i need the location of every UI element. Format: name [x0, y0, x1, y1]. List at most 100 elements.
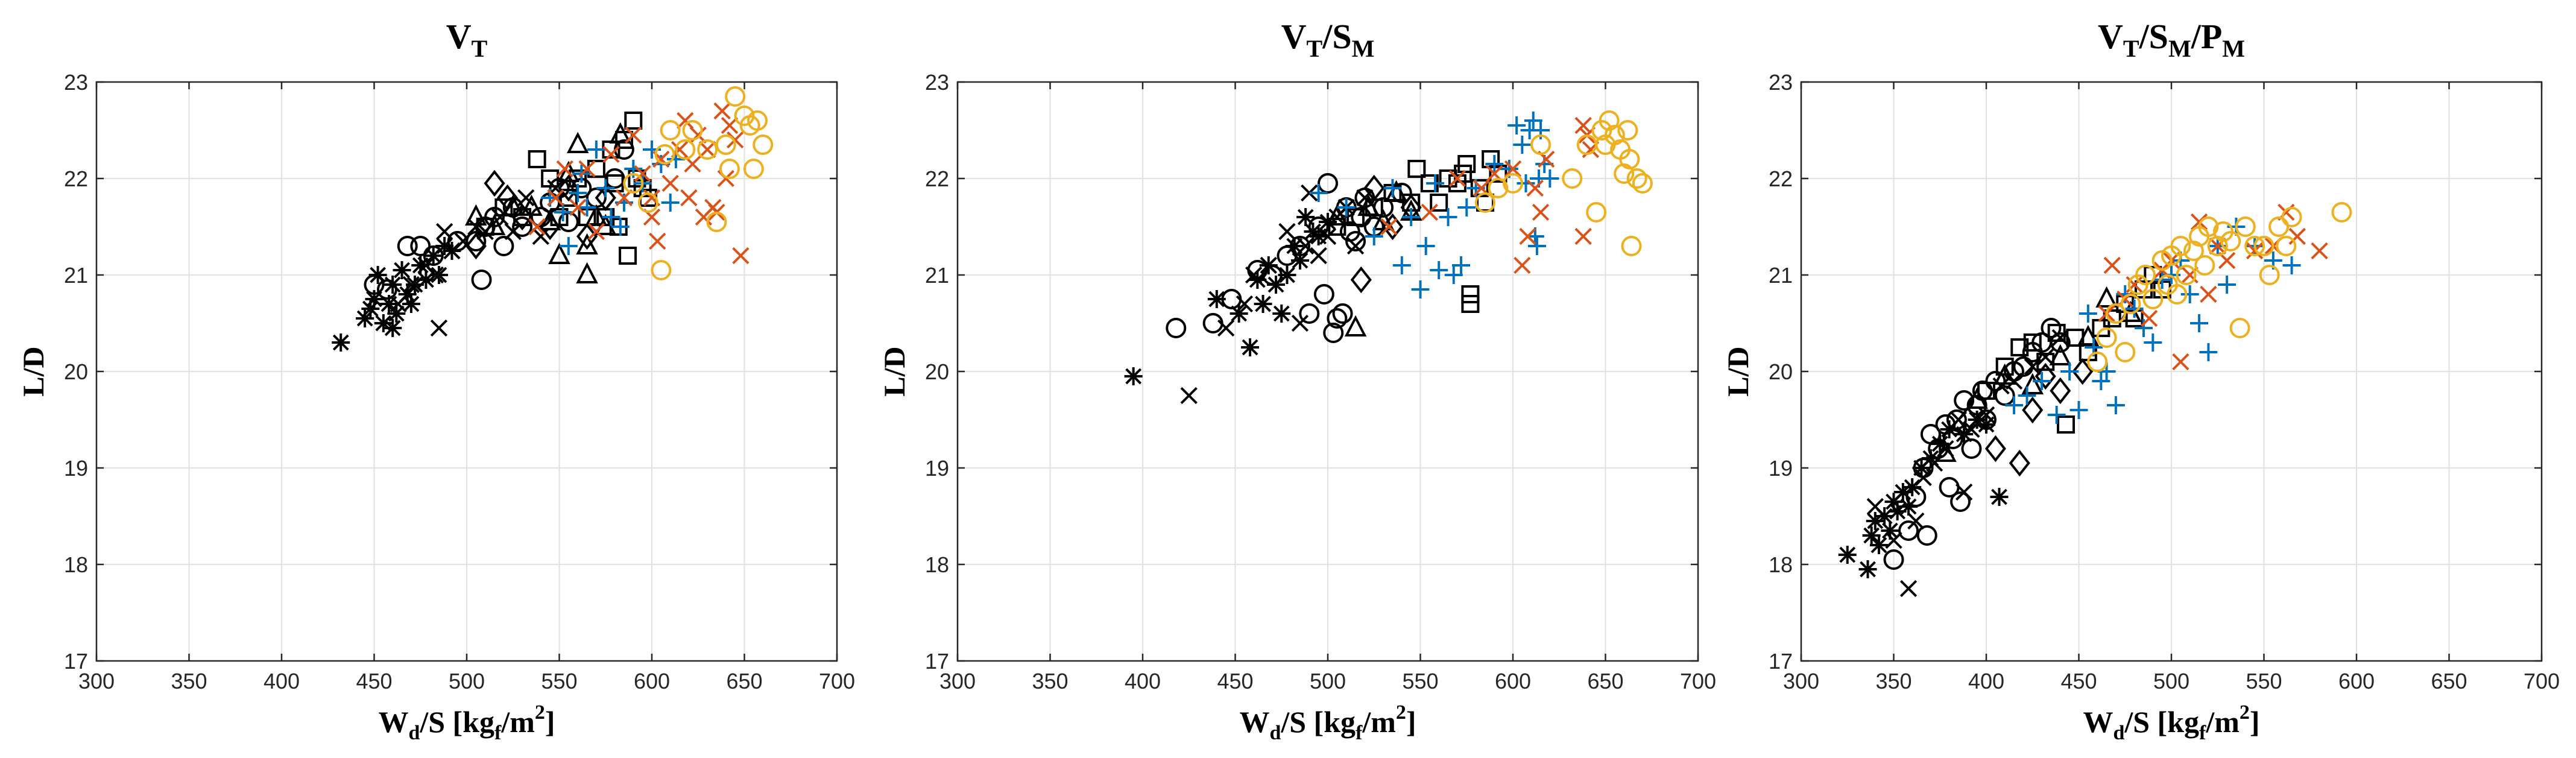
y-tick-label: 17 [64, 649, 88, 674]
data-point-orange-circle [747, 110, 768, 131]
data-point-orange-circle [2167, 284, 2188, 305]
data-point-black-circle [1898, 520, 1919, 541]
y-axis-label: L/D [877, 346, 911, 396]
data-point-blue-plus [1444, 266, 1463, 284]
data-point-black-square [628, 169, 646, 188]
data-point-orange-circle [2281, 207, 2302, 227]
x-tick-label: 700 [2524, 669, 2560, 693]
data-point-orange-circle [1586, 202, 1607, 223]
y-tick-label: 23 [1769, 70, 1793, 95]
data-point-orange-circle [2198, 216, 2219, 237]
data-point-black-x [491, 208, 509, 226]
data-point-black-circle [397, 236, 418, 256]
series-black-square [1328, 150, 1507, 313]
data-point-black-star [380, 295, 399, 313]
data-point-black-star [1272, 305, 1291, 323]
data-point-red-x [1574, 116, 1592, 134]
data-point-red-x [625, 126, 642, 144]
x-tick-label: 350 [1032, 669, 1068, 693]
data-point-black-star [1296, 208, 1315, 226]
data-point-orange-circle [2331, 202, 2352, 223]
data-point-black-star [429, 266, 448, 284]
y-tick-label: 23 [64, 70, 88, 95]
data-point-orange-circle [1617, 120, 1638, 141]
data-point-black-diamond [2022, 396, 2044, 424]
data-point-black-diamond [465, 232, 487, 260]
data-point-orange-circle [1621, 236, 1642, 256]
data-point-black-circle [1994, 385, 2015, 406]
data-point-black-star [406, 276, 425, 294]
data-point-red-x [2288, 227, 2306, 245]
data-point-black-diamond [1363, 174, 1385, 202]
data-point-red-x [2246, 242, 2264, 260]
y-tick-label: 19 [1769, 456, 1793, 481]
data-point-black-circle [512, 216, 533, 237]
data-point-black-triangle [502, 194, 525, 216]
data-point-black-x [1301, 184, 1318, 202]
data-point-red-x [602, 145, 620, 163]
data-point-red-x [2200, 285, 2217, 303]
data-point-blue-plus [2199, 343, 2218, 361]
data-point-blue-plus [596, 179, 615, 197]
data-point-red-x [680, 189, 698, 207]
data-point-black-star [1278, 266, 1296, 284]
data-point-black-circle [471, 270, 492, 290]
data-point-orange-circle [715, 134, 736, 155]
data-point-black-star [1940, 420, 1959, 438]
data-point-blue-plus [569, 184, 587, 202]
data-point-red-x [528, 218, 546, 236]
data-point-orange-circle [2176, 265, 2197, 285]
data-point-blue-plus [1452, 256, 1471, 274]
data-point-black-circle [493, 236, 514, 256]
series-black-diamond [465, 169, 616, 260]
data-point-red-x [1574, 227, 1592, 245]
data-point-black-triangle [2049, 344, 2072, 365]
y-tick-label: 22 [925, 166, 949, 191]
data-point-black-x [2037, 348, 2054, 366]
data-point-red-x [1532, 203, 1550, 221]
data-point-black-square [619, 247, 637, 265]
y-axis-label: L/D [1721, 346, 1755, 396]
data-point-blue-plus [1402, 208, 1421, 226]
data-point-black-triangle [566, 131, 589, 153]
data-point-blue-plus [2134, 319, 2153, 337]
data-point-orange-circle [2170, 236, 2191, 256]
x-tick-label: 600 [2338, 669, 2375, 693]
data-point-blue-plus [2018, 387, 2036, 405]
data-point-red-x [634, 165, 651, 183]
y-tick-label: 18 [64, 552, 88, 577]
data-point-black-circle [1950, 491, 1971, 512]
data-point-black-x [1907, 512, 1925, 530]
data-point-blue-plus [1392, 256, 1411, 274]
data-point-black-star [1207, 290, 1226, 308]
data-point-black-circle [1883, 549, 1904, 570]
x-tick-label: 550 [541, 669, 577, 693]
data-point-red-x [578, 160, 596, 178]
data-point-blue-plus [2190, 314, 2209, 332]
data-point-black-circle [1313, 284, 1334, 305]
data-point-orange-circle [2194, 255, 2215, 276]
data-point-black-triangle [1344, 315, 1367, 336]
data-point-black-star [1893, 483, 1912, 501]
data-point-orange-circle [1488, 178, 1509, 198]
y-tick-label: 22 [1769, 166, 1793, 191]
data-point-black-circle [1961, 438, 1982, 459]
data-point-black-circle [410, 236, 431, 256]
series-red-x [1380, 116, 1600, 274]
data-point-black-x [532, 227, 549, 245]
data-point-blue-plus [2180, 285, 2199, 303]
data-point-black-star [1955, 425, 1974, 443]
data-point-blue-plus [661, 194, 680, 212]
x-tick-label: 400 [264, 669, 300, 693]
data-point-black-star [1858, 560, 1877, 578]
data-point-black-star [398, 285, 417, 303]
data-point-black-diamond [576, 223, 598, 250]
data-point-orange-circle [697, 139, 718, 160]
x-tick-label: 300 [1783, 669, 1819, 693]
data-point-black-star [1903, 478, 1922, 496]
data-point-black-square [2010, 338, 2029, 356]
data-point-orange-circle [1503, 173, 1523, 194]
data-point-black-star [393, 261, 411, 279]
data-point-orange-circle [743, 159, 764, 179]
series-black-triangle [465, 122, 632, 283]
